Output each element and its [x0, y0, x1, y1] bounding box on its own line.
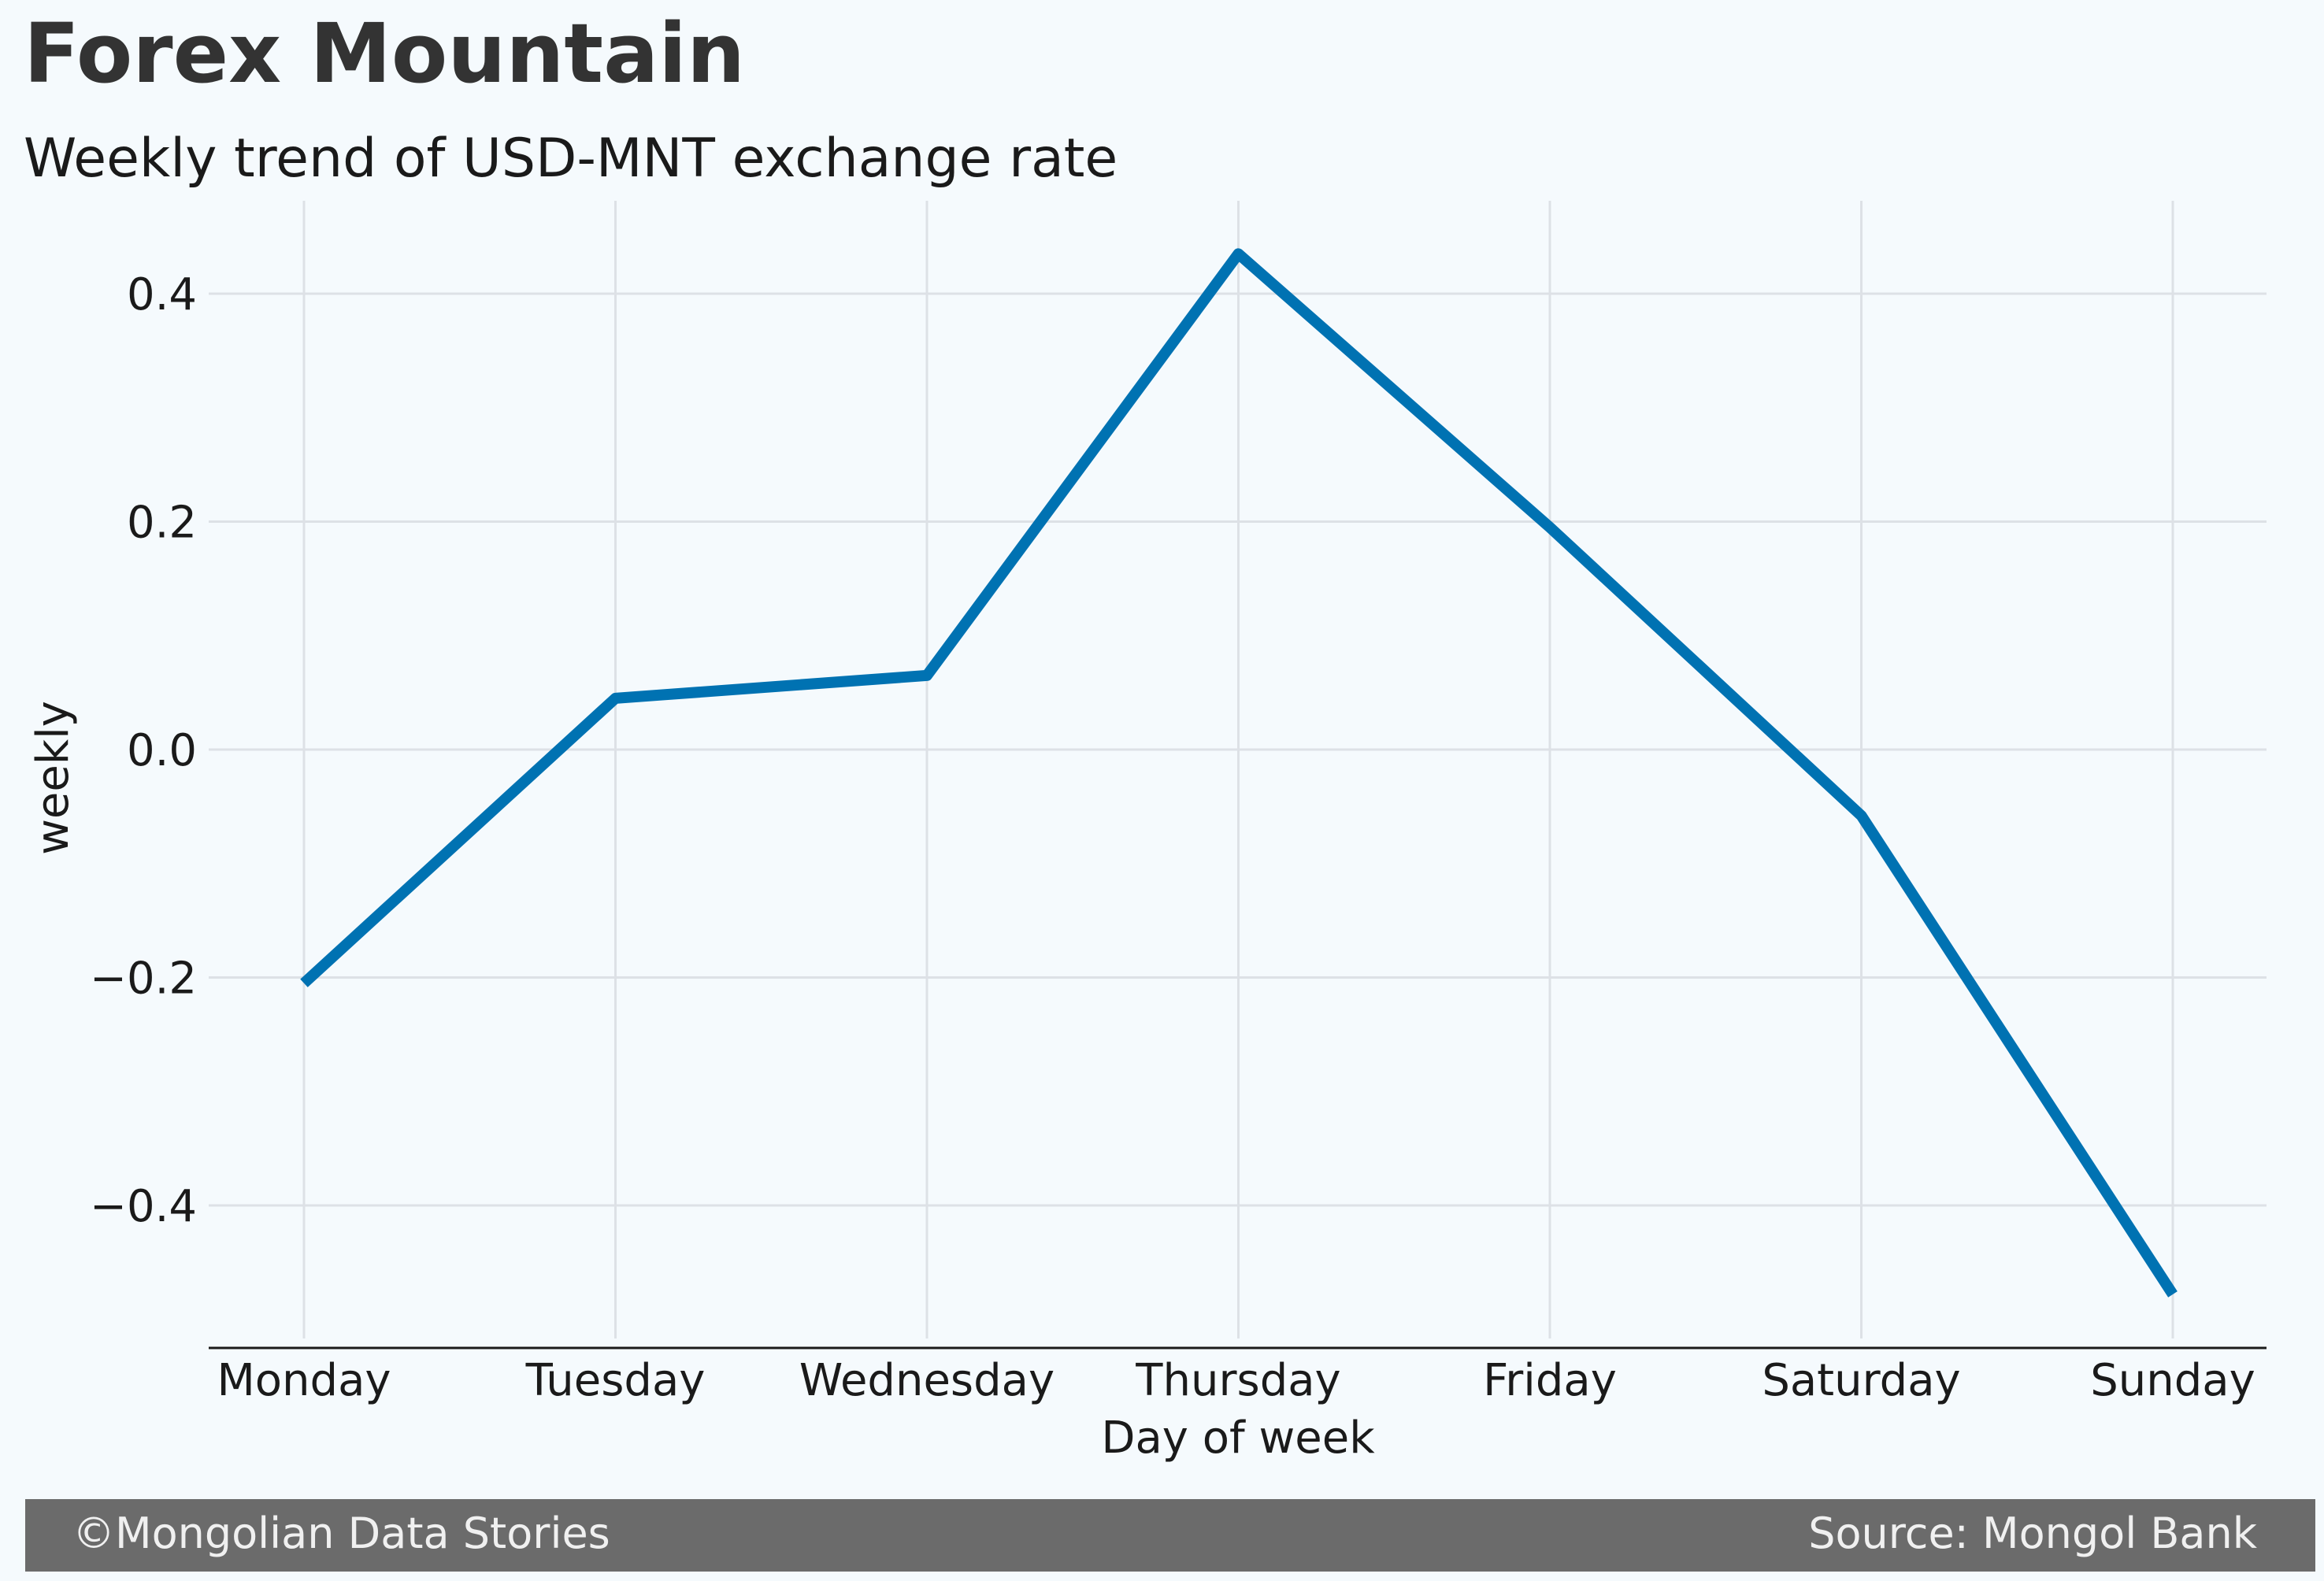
chart-subtitle: Weekly trend of USD-MNT exchange rate [24, 128, 1118, 190]
x-tick-label: Saturday [1762, 1355, 1960, 1406]
footer-bar [25, 1499, 2315, 1572]
footer-source: Source: Mongol Bank [1808, 1509, 2258, 1558]
y-tick-label: −0.4 [90, 1181, 197, 1232]
chart-title: Forex Mountain [24, 6, 745, 102]
series-layer [300, 248, 2178, 1298]
y-tick-label: 0.4 [127, 269, 197, 320]
x-axis-label: Day of week [1101, 1413, 1375, 1464]
footer-copyright: ©Mongolian Data Stories [72, 1509, 610, 1558]
y-tick-label: 0.0 [127, 725, 197, 776]
x-tick-labels: Monday Tuesday Wednesday Thursday Friday Satu… [217, 1355, 2255, 1406]
x-tick-label: Monday [217, 1355, 391, 1406]
vertical-gridlines [302, 201, 2174, 1338]
y-tick-label: 0.2 [127, 498, 197, 549]
y-axis-label: weekly [28, 701, 79, 855]
y-tick-labels: 0.4 0.2 0.0 −0.2 −0.4 [90, 269, 197, 1232]
series-line [300, 248, 2178, 1298]
y-tick-label: −0.2 [90, 953, 197, 1005]
x-tick-label: Friday [1483, 1355, 1617, 1406]
x-tick-label: Sunday [2090, 1355, 2255, 1406]
x-tick-label: Wednesday [799, 1355, 1055, 1406]
x-tick-label: Thursday [1135, 1355, 1340, 1406]
x-tick-label: Tuesday [525, 1355, 706, 1406]
